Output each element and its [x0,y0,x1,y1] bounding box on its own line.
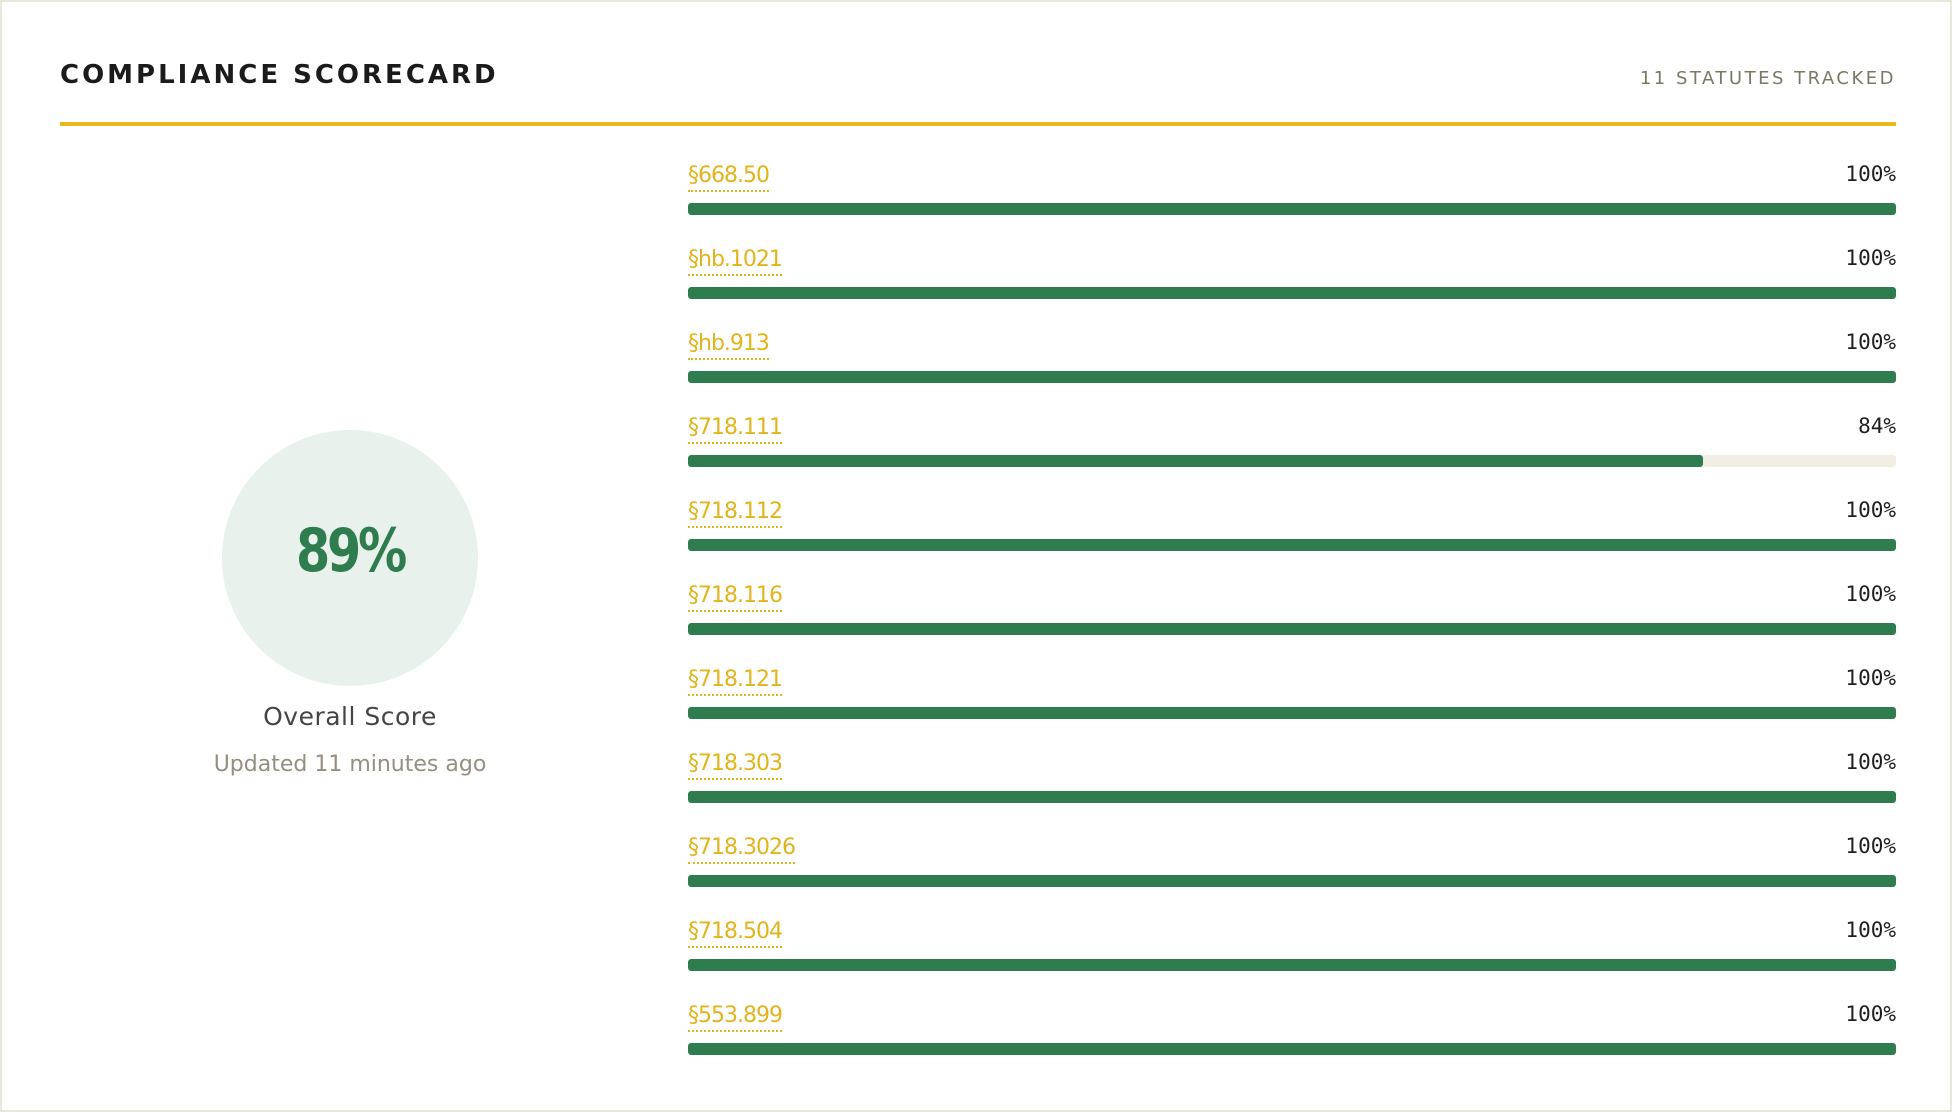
statute-percent: 84% [1858,414,1896,438]
statute-link[interactable]: §hb.1021 [688,246,783,276]
statute-percent: 100% [1845,246,1896,270]
statute-row: §718.3026 100% [688,824,1896,908]
progress-track [688,623,1896,635]
statute-percent: 100% [1845,498,1896,522]
scorecard-header: COMPLIANCE SCORECARD 11 STATUTES TRACKED [60,2,1896,126]
overall-score-value: 89% [296,516,407,586]
progress-track [688,1043,1896,1055]
progress-fill [688,287,1896,299]
statute-percent: 100% [1845,666,1896,690]
statute-link[interactable]: §hb.913 [688,330,770,360]
statute-list: §668.50 100% §hb.1021 100% §hb.913 100% … [688,152,1896,1076]
page-title: COMPLIANCE SCORECARD [60,60,499,90]
progress-track [688,791,1896,803]
statute-link[interactable]: §668.50 [688,162,770,192]
progress-fill [688,455,1703,467]
statute-link[interactable]: §718.303 [688,750,783,780]
statute-percent: 100% [1845,918,1896,942]
statute-link[interactable]: §718.112 [688,498,783,528]
statute-link[interactable]: §718.3026 [688,834,796,864]
progress-track [688,539,1896,551]
statute-link[interactable]: §718.116 [688,582,783,612]
progress-track [688,371,1896,383]
progress-track [688,959,1896,971]
statute-percent: 100% [1845,582,1896,606]
progress-fill [688,875,1896,887]
statute-row: §718.504 100% [688,908,1896,992]
statute-row: §hb.913 100% [688,320,1896,404]
statute-row: §553.899 100% [688,992,1896,1076]
progress-track [688,455,1896,467]
progress-track [688,875,1896,887]
progress-track [688,287,1896,299]
statute-link[interactable]: §553.899 [688,1002,783,1032]
statute-percent: 100% [1845,750,1896,774]
statute-row: §hb.1021 100% [688,236,1896,320]
overall-score-circle: 89% [222,430,478,686]
statute-percent: 100% [1845,1002,1896,1026]
statute-row: §718.121 100% [688,656,1896,740]
progress-fill [688,791,1896,803]
statute-percent: 100% [1845,162,1896,186]
progress-fill [688,539,1896,551]
statute-row: §718.111 84% [688,404,1896,488]
progress-fill [688,203,1896,215]
statutes-tracked-count: 11 STATUTES TRACKED [1639,68,1896,89]
statute-percent: 100% [1845,330,1896,354]
statute-row: §718.112 100% [688,488,1896,572]
progress-track [688,707,1896,719]
statute-link[interactable]: §718.504 [688,918,783,948]
progress-fill [688,707,1896,719]
progress-fill [688,1043,1896,1055]
progress-fill [688,371,1896,383]
statute-row: §718.303 100% [688,740,1896,824]
statute-link[interactable]: §718.111 [688,414,783,444]
progress-track [688,203,1896,215]
statute-link[interactable]: §718.121 [688,666,783,696]
statute-row: §718.116 100% [688,572,1896,656]
overall-score-panel: 89% Overall Score Updated 11 minutes ago [150,422,550,802]
overall-score-label: Overall Score [263,702,437,731]
last-updated-text: Updated 11 minutes ago [213,752,487,777]
progress-fill [688,623,1896,635]
statute-row: §668.50 100% [688,152,1896,236]
statute-percent: 100% [1845,834,1896,858]
progress-fill [688,959,1896,971]
